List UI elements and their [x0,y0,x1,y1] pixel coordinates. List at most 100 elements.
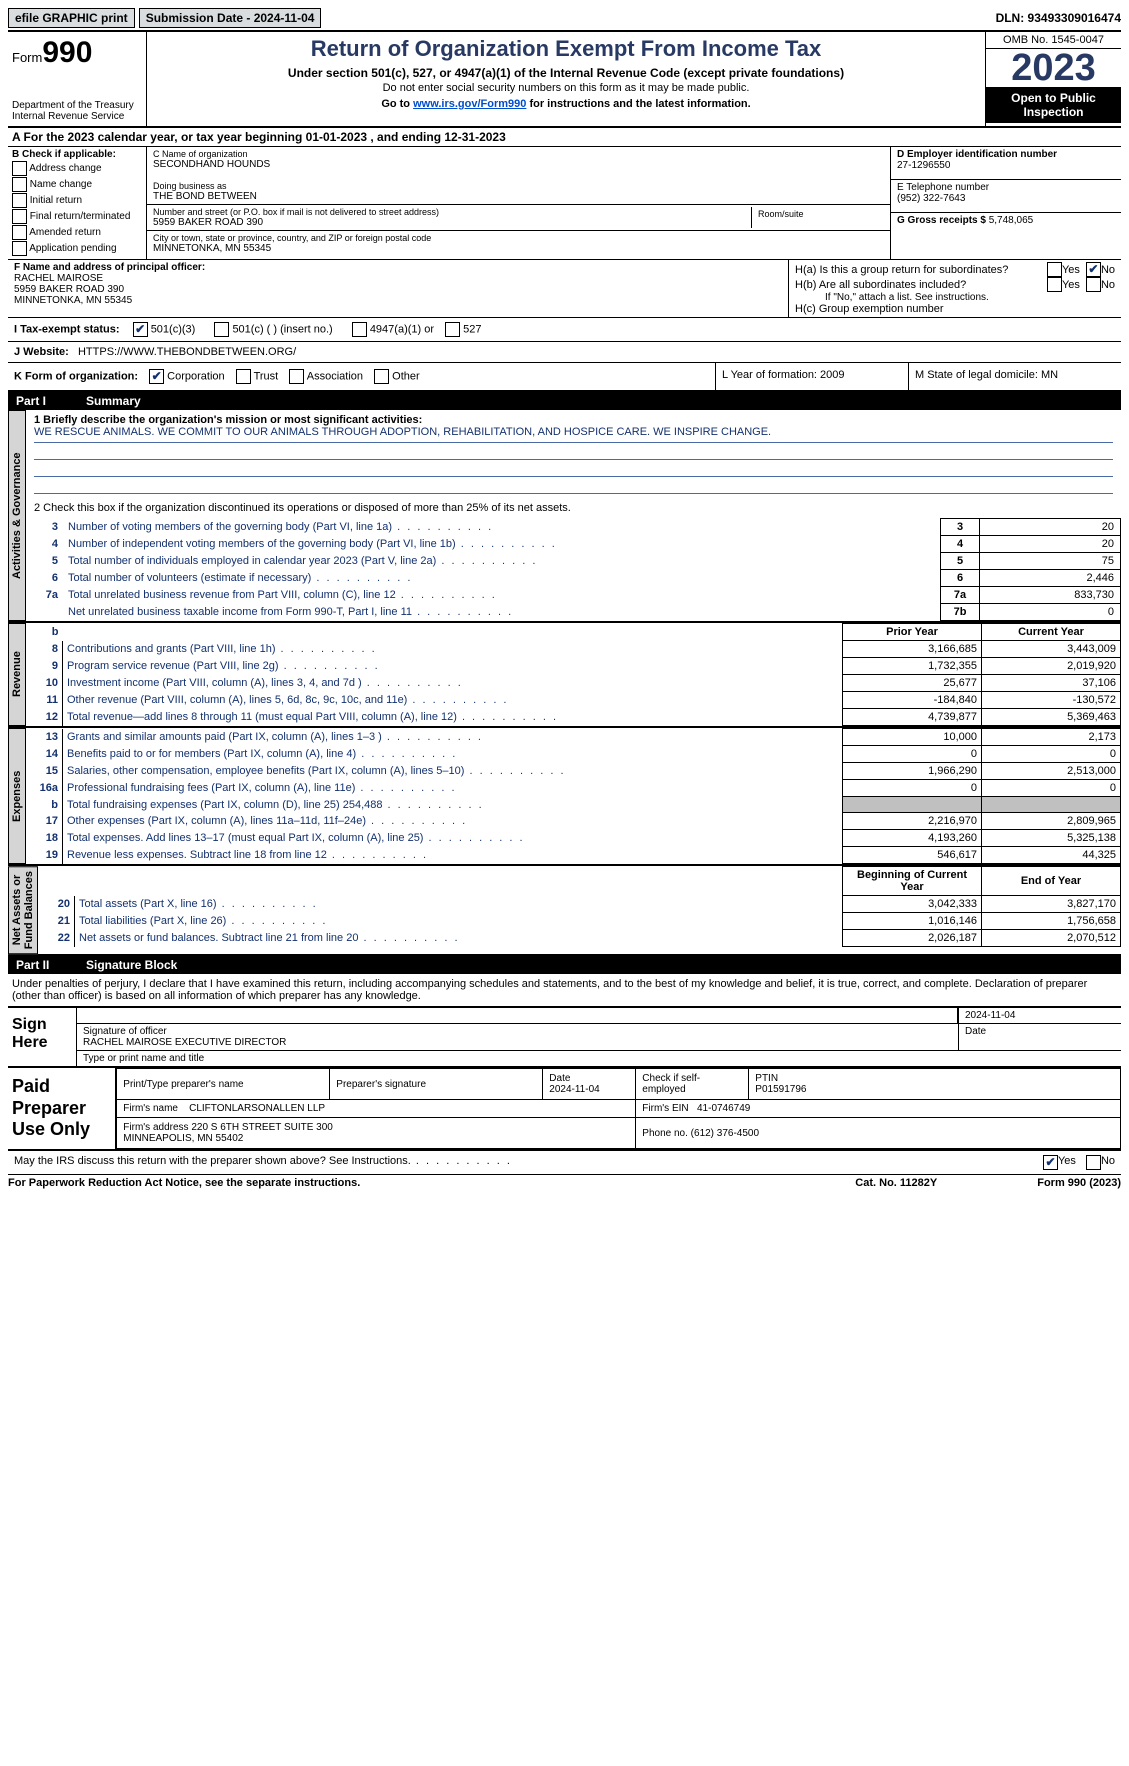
open-to-public: Open to Public Inspection [986,87,1121,123]
sig-date-label: Date [959,1024,1121,1050]
irs-link[interactable]: www.irs.gov/Form990 [413,98,526,110]
officer-label: F Name and address of principal officer: [14,262,205,273]
chk-name-change[interactable]: Name change [12,177,142,192]
chk-application-pending[interactable]: Application pending [12,241,142,256]
discuss-yes[interactable] [1043,1155,1058,1170]
website-label: J Website: [14,346,69,358]
mission-blank1 [34,443,1113,460]
org-name-label: C Name of organization [153,149,884,159]
chk-assoc[interactable] [289,369,304,384]
prep-phone: Phone no. (612) 376-4500 [636,1118,1121,1149]
footer-left: For Paperwork Reduction Act Notice, see … [8,1177,855,1189]
preparer-label: Paid Preparer Use Only [8,1068,116,1149]
tax-year: 2023 [986,49,1121,87]
phone-label: E Telephone number [897,182,989,193]
officer-name: RACHEL MAIROSE [14,273,103,284]
row-fh: F Name and address of principal officer:… [8,260,1121,318]
expenses-table: 13Grants and similar amounts paid (Part … [26,728,1121,864]
table-row: 7aTotal unrelated business revenue from … [26,587,1121,604]
hdr-end-year: End of Year [982,867,1121,896]
chk-final-return[interactable]: Final return/terminated [12,209,142,224]
preparer-block: Paid Preparer Use Only Print/Type prepar… [8,1068,1121,1151]
website-value: HTTPS://WWW.THEBONDBETWEEN.ORG/ [78,346,296,358]
department-text: Department of the Treasury Internal Reve… [12,100,142,122]
chk-trust[interactable] [236,369,251,384]
officer-addr2: MINNETONKA, MN 55345 [14,295,132,306]
chk-501c[interactable] [214,322,229,337]
table-row: 10Investment income (Part VIII, column (… [26,675,1121,692]
sign-date: 2024-11-04 [958,1008,1121,1023]
ein-value: 27-1296550 [897,160,950,171]
phone-value: (952) 322-7643 [897,193,965,204]
chk-address-change[interactable]: Address change [12,161,142,176]
chk-501c3[interactable] [133,322,148,337]
gross-label: G Gross receipts $ [897,215,986,226]
chk-amended-return[interactable]: Amended return [12,225,142,240]
chk-other[interactable] [374,369,389,384]
table-row: 17Other expenses (Part IX, column (A), l… [26,813,1121,830]
hb-yes[interactable] [1047,277,1062,292]
part2-num: Part II [16,958,86,972]
penalties-text: Under penalties of perjury, I declare th… [8,974,1121,1006]
section-netassets: Net Assets or Fund Balances Beginning of… [8,866,1121,956]
section-revenue: Revenue b Prior Year Current Year 8Contr… [8,623,1121,728]
vtab-netassets: Net Assets or Fund Balances [8,866,38,954]
footer-right: Form 990 (2023) [1037,1177,1121,1189]
vtab-governance: Activities & Governance [8,410,26,621]
mission-block: 1 Briefly describe the organization's mi… [26,410,1121,498]
table-row: Net unrelated business taxable income fr… [26,604,1121,621]
street-value: 5959 BAKER ROAD 390 [153,217,751,228]
chk-4947[interactable] [352,322,367,337]
ha-no[interactable] [1086,262,1101,277]
form-note: Do not enter social security numbers on … [151,82,981,94]
goto-post: for instructions and the latest informat… [526,98,750,110]
part1-header: Part I Summary [8,392,1121,410]
box-f: F Name and address of principal officer:… [8,260,789,317]
sign-here-label: Sign Here [8,1008,77,1066]
form-num: 990 [42,36,92,69]
prep-h-date: Date2024-11-04 [543,1069,636,1100]
ein-label: D Employer identification number [897,149,1057,160]
mission-label: 1 Briefly describe the organization's mi… [34,414,422,426]
discuss-no[interactable] [1086,1155,1101,1170]
efile-button[interactable]: efile GRAPHIC print [8,8,135,28]
city-label: City or town, state or province, country… [153,233,884,243]
hc-label: H(c) Group exemption number [795,303,1115,315]
mission-blank2 [34,460,1113,477]
row-a-tax-year: A For the 2023 calendar year, or tax yea… [8,128,1121,147]
footer-mid: Cat. No. 11282Y [855,1177,937,1189]
goto-pre: Go to [381,98,413,110]
table-row: 15Salaries, other compensation, employee… [26,763,1121,780]
hdr-current-year: Current Year [982,624,1121,641]
table-row: 22Net assets or fund balances. Subtract … [38,930,1121,947]
hdr-begin-year: Beginning of Current Year [843,867,982,896]
info-grid: B Check if applicable: Address change Na… [8,147,1121,260]
chk-527[interactable] [445,322,460,337]
prep-addr: Firm's address 220 S 6TH STREET SUITE 30… [117,1118,636,1149]
city-value: MINNETONKA, MN 55345 [153,243,884,254]
hb-no[interactable] [1086,277,1101,292]
table-row: 20Total assets (Part X, line 16)3,042,33… [38,896,1121,913]
prep-h-ptin: PTINP01591796 [749,1069,1121,1100]
hdr-prior-year: Prior Year [843,624,982,641]
vtab-expenses: Expenses [8,728,26,864]
prep-h-sig: Preparer's signature [330,1069,543,1100]
part1-num: Part I [16,394,86,408]
box-c: C Name of organization SECONDHAND HOUNDS… [147,147,891,259]
section-governance: Activities & Governance 1 Briefly descri… [8,410,1121,623]
chk-initial-return[interactable]: Initial return [12,193,142,208]
revenue-table: b Prior Year Current Year 8Contributions… [26,623,1121,726]
chk-corp[interactable] [149,369,164,384]
table-row: 11Other revenue (Part VIII, column (A), … [26,692,1121,709]
part2-title: Signature Block [86,958,177,972]
sig-name-label: Type or print name and title [77,1051,1121,1066]
form-number: Form990 [12,36,142,70]
ha-yes[interactable] [1047,262,1062,277]
hb-label: H(b) Are all subordinates included? [795,279,1047,291]
table-row: 18Total expenses. Add lines 13–17 (must … [26,830,1121,847]
gov-table: 3Number of voting members of the governi… [26,518,1121,621]
form-header: Form990 Department of the Treasury Inter… [8,32,1121,128]
submission-date-button[interactable]: Submission Date - 2024-11-04 [139,8,322,28]
gross-value: 5,748,065 [989,215,1034,226]
form-word: Form [12,50,42,65]
